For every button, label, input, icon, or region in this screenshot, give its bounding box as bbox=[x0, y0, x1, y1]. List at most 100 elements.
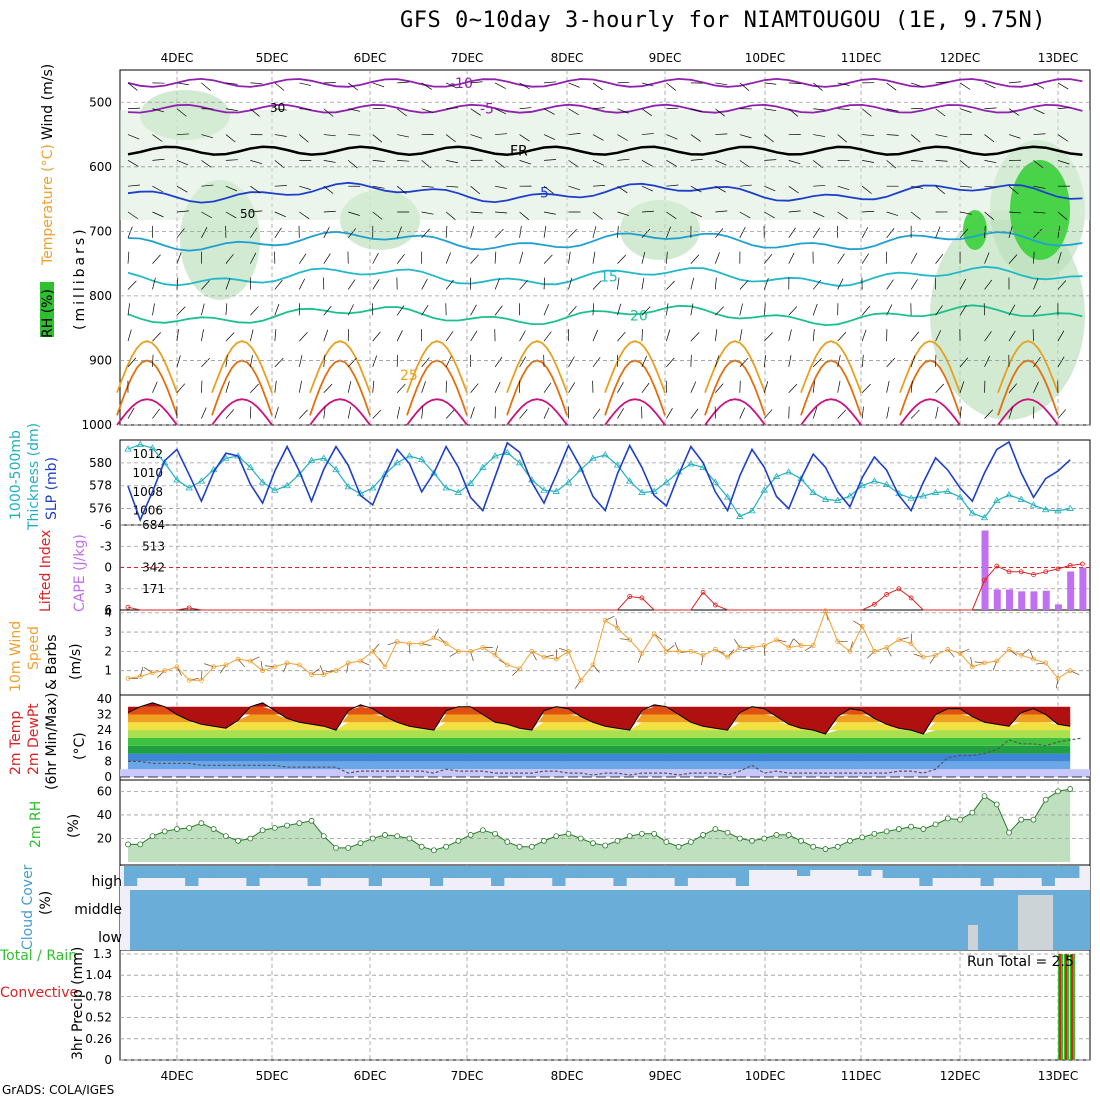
wind-barb bbox=[421, 304, 429, 316]
cloud-high-bar bbox=[931, 866, 945, 878]
isotherm-25 bbox=[211, 340, 273, 394]
wind-barb bbox=[201, 184, 214, 187]
wind-barb bbox=[1057, 107, 1070, 110]
cloud-high-bar bbox=[772, 866, 786, 870]
wind-barb bbox=[348, 160, 358, 169]
wind-barb bbox=[470, 330, 478, 342]
thickness-point bbox=[858, 481, 866, 489]
cloud-high-bar bbox=[1017, 866, 1031, 878]
rh2m-point bbox=[761, 835, 768, 842]
temp-band-8 bbox=[128, 753, 1071, 762]
wind-barb bbox=[666, 134, 678, 140]
cloud-high-bar bbox=[234, 866, 248, 878]
temp-tick-32: 32 bbox=[97, 708, 112, 722]
lifted-index-point bbox=[125, 604, 131, 610]
wind-tick-2: 2 bbox=[104, 644, 112, 658]
wind-barb bbox=[568, 108, 579, 116]
wind10-point bbox=[309, 672, 314, 677]
wind-barb bbox=[299, 409, 308, 419]
wind-barb bbox=[543, 331, 552, 342]
day-label-top-10dec: 10DEC bbox=[745, 51, 785, 65]
temp-tick-0: 0 bbox=[104, 770, 112, 784]
wind-barb bbox=[592, 251, 596, 264]
pressure-tick-700: 700 bbox=[89, 224, 112, 238]
cloud-high-bar bbox=[601, 866, 615, 878]
wind-barb bbox=[764, 159, 777, 161]
wind-barb bbox=[225, 185, 238, 192]
wind-barb bbox=[201, 329, 204, 342]
cloud-high-bar bbox=[564, 866, 578, 878]
wind-barb bbox=[225, 381, 230, 393]
rh2m-tick-20: 20 bbox=[97, 831, 112, 845]
rh2m-point bbox=[675, 843, 682, 850]
wind-barb bbox=[641, 382, 650, 393]
wind-barb bbox=[495, 211, 508, 214]
temp-band-24 bbox=[128, 722, 1071, 734]
wind-barb bbox=[1057, 280, 1067, 290]
cloud-high-bar bbox=[405, 866, 419, 878]
wind-barb bbox=[714, 355, 720, 368]
thickness-point bbox=[173, 476, 181, 483]
wind-barb bbox=[127, 407, 135, 419]
wind10-label-b: Speed bbox=[26, 626, 42, 670]
day-label-top-13dec: 13DEC bbox=[1038, 51, 1078, 65]
wind-barb bbox=[666, 211, 677, 220]
wind-barb bbox=[910, 211, 921, 220]
rh2m-point bbox=[847, 837, 853, 844]
wind10-point bbox=[774, 637, 779, 643]
thickness-point bbox=[919, 492, 928, 499]
rh2m-point bbox=[798, 837, 804, 844]
cloud-high-bar bbox=[809, 866, 823, 870]
cloud-middle-low bbox=[130, 890, 1090, 950]
wind-barb bbox=[1057, 330, 1065, 342]
wind-barb bbox=[861, 185, 872, 194]
wind-barb bbox=[347, 357, 357, 368]
wind-barb bbox=[935, 383, 945, 393]
thickness-tick-580: 580 bbox=[89, 456, 112, 470]
wind-barb bbox=[690, 185, 702, 193]
wind-barb bbox=[250, 383, 259, 393]
slp-tick-1008: 1008 bbox=[132, 485, 163, 499]
cloud-high-bar bbox=[588, 866, 603, 878]
thickness-point bbox=[466, 479, 475, 486]
precip-label-a: Total / Rain bbox=[0, 948, 77, 964]
wind-barb bbox=[323, 227, 330, 238]
cloud-low-label: low bbox=[98, 930, 122, 946]
wind-barb bbox=[690, 277, 695, 290]
wind-barb bbox=[445, 134, 456, 143]
wind-barb bbox=[274, 82, 285, 91]
wind-barb bbox=[495, 133, 508, 135]
wind-barb bbox=[152, 134, 163, 142]
cloud-high-bar bbox=[124, 866, 138, 886]
wind-barb bbox=[617, 108, 629, 114]
wind-barb bbox=[935, 81, 948, 84]
rh2m-tick-60: 60 bbox=[97, 784, 112, 798]
lifted-index-point bbox=[1067, 562, 1073, 568]
cloud-high-bar bbox=[442, 866, 456, 878]
wind10-point bbox=[994, 658, 1000, 664]
wind-barb bbox=[225, 332, 235, 342]
isotherm-35 bbox=[116, 398, 178, 426]
wind-barb bbox=[641, 228, 651, 239]
wind-barb bbox=[152, 108, 165, 113]
contour-label-0: FR bbox=[510, 144, 528, 160]
cloud-high-bar bbox=[699, 866, 713, 878]
rh2m-point bbox=[174, 826, 180, 832]
lifted-index-point bbox=[1080, 561, 1085, 567]
wind10-point bbox=[284, 660, 290, 666]
wind-barb bbox=[739, 184, 752, 187]
wind-barb bbox=[813, 185, 826, 187]
wind-barb bbox=[568, 277, 573, 290]
wind-barb bbox=[1008, 108, 1020, 116]
cloud-high-bar bbox=[368, 866, 382, 886]
rh2m-point bbox=[626, 833, 633, 840]
wind-barb bbox=[984, 211, 994, 220]
cloud-high-bar bbox=[209, 866, 223, 878]
wind-barb bbox=[690, 332, 700, 342]
contour-label-20: 20 bbox=[630, 308, 648, 324]
rh2m-point bbox=[137, 841, 144, 848]
wind-barb bbox=[421, 108, 434, 113]
wind-barb bbox=[225, 211, 237, 219]
thickness-point bbox=[430, 469, 438, 476]
rh2m-point bbox=[357, 840, 364, 847]
